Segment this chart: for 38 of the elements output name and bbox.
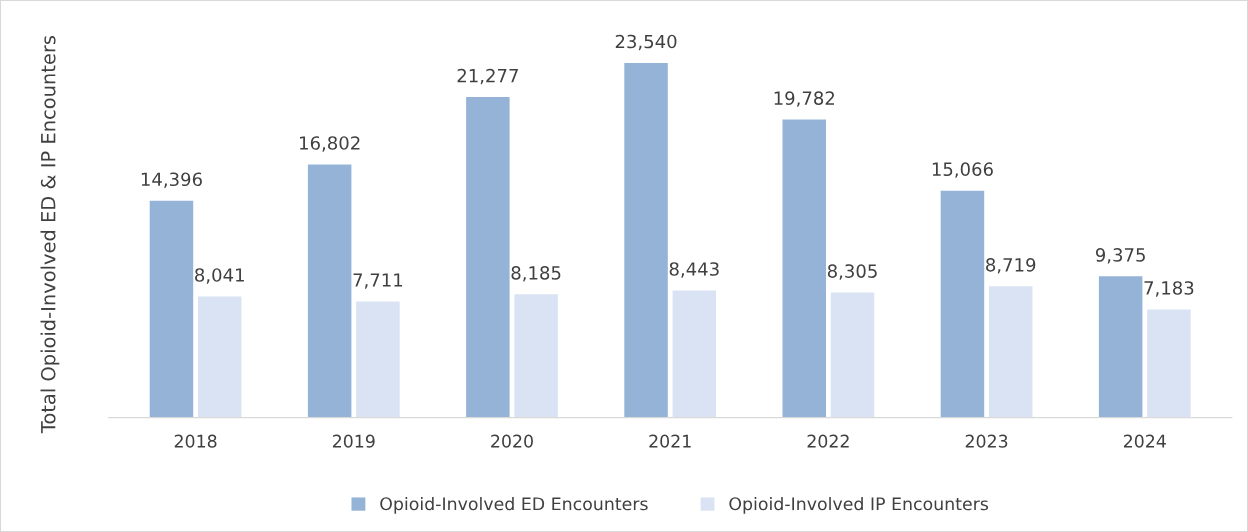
bar [782, 119, 826, 418]
bar [149, 200, 194, 418]
bar [197, 296, 242, 418]
data-label: 16,802 [300, 136, 360, 152]
x-tick-label: 2022 [807, 434, 849, 448]
legend-label: Opioid-Involved IP Encounters [729, 496, 989, 514]
data-label: 21,277 [457, 68, 518, 85]
data-label: 8,443 [669, 262, 719, 278]
data-label: 8,185 [511, 266, 561, 282]
data-label: 7,711 [353, 273, 403, 289]
x-tick-label: 2020 [491, 434, 533, 448]
bar [940, 190, 985, 418]
bar [466, 97, 510, 418]
bar [830, 292, 875, 418]
data-label: 23,540 [615, 34, 677, 51]
data-label: 8,041 [195, 268, 244, 284]
data-label: 19,782 [774, 91, 835, 107]
x-tick-label: 2019 [332, 434, 375, 448]
x-tick-label: 2021 [649, 434, 691, 448]
bar [672, 290, 717, 418]
data-label: 8,305 [827, 264, 877, 280]
bar [988, 286, 1033, 418]
x-tick-label: 2023 [965, 434, 1008, 448]
bar [1098, 276, 1143, 418]
bar [1147, 309, 1191, 418]
bar [624, 62, 668, 418]
data-label: 15,066 [932, 162, 993, 178]
x-tick-label: 2018 [174, 434, 217, 448]
bar [307, 164, 352, 418]
data-label: 8,719 [986, 257, 1036, 274]
data-label: 14,396 [141, 172, 202, 188]
bar [356, 301, 400, 418]
data-label: 7,183 [1144, 281, 1194, 297]
x-tick-label: 2024 [1123, 434, 1166, 448]
data-label: 9,375 [1095, 248, 1145, 264]
legend-label: Opioid-Involved ED Encounters [380, 496, 648, 514]
y-axis-title: Total Opioid-Involved ED & IP Encounters [40, 35, 60, 434]
bar [514, 294, 558, 418]
